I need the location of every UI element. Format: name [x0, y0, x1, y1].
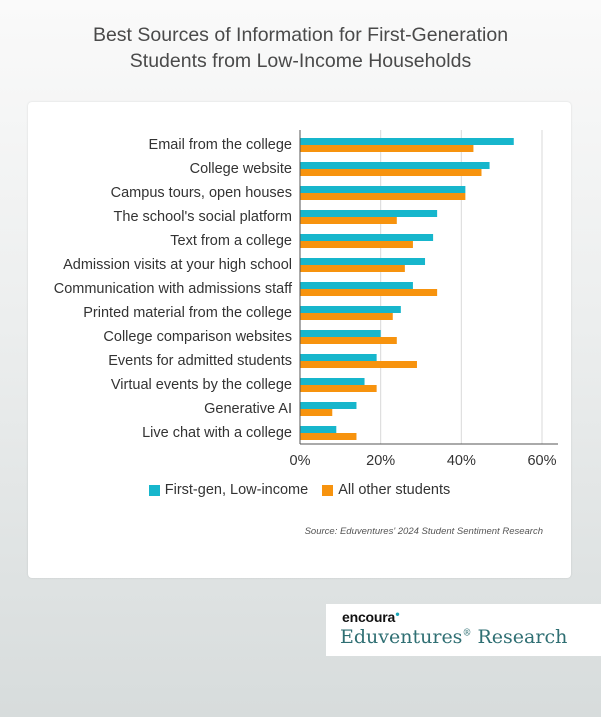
bar-all-other-10 [300, 385, 377, 392]
bar-first-gen-7 [300, 306, 401, 313]
bar-first-gen-10 [300, 378, 365, 385]
x-tick-label-3: 60% [527, 453, 556, 469]
legend-item-first-gen: First-gen, Low-income [148, 482, 309, 498]
category-label-0: Email from the college [149, 137, 292, 153]
encoura-logo: encoura● [342, 609, 400, 625]
bar-chart: Email from the college College website Cam… [54, 130, 558, 469]
bar-first-gen-3 [300, 210, 438, 217]
legend-label-all-other: All other students [338, 482, 451, 498]
category-label-3: The school's social platform [114, 209, 292, 225]
bar-all-other-6 [300, 289, 438, 296]
bar-first-gen-0 [300, 138, 514, 145]
bar-first-gen-12 [300, 426, 337, 433]
bar-first-gen-11 [300, 402, 357, 409]
bar-all-other-1 [300, 169, 482, 176]
bar-all-other-2 [300, 193, 466, 200]
logo-name-text: Eduventures [340, 626, 463, 648]
chart-card: Email from the college College website Cam… [28, 102, 571, 578]
bar-all-other-5 [300, 265, 405, 272]
bar-all-other-4 [300, 241, 413, 248]
bar-first-gen-1 [300, 162, 490, 169]
chart-title-line-2: Students from Low-Income Households [129, 50, 472, 72]
logo-wordmark: Eduventures® Research [340, 626, 567, 648]
chart-title: Best Sources of Information for First-Ge… [0, 22, 601, 74]
x-tick-label-1: 20% [366, 453, 395, 469]
category-label-2: Campus tours, open houses [111, 185, 292, 201]
registered-mark-icon: ® [462, 628, 472, 639]
category-label-10: Virtual events by the college [111, 377, 292, 393]
category-label-4: Text from a college [170, 233, 292, 249]
bar-first-gen-8 [300, 330, 381, 337]
bar-all-other-11 [300, 409, 333, 416]
category-label-5: Admission visits at your high school [63, 257, 292, 273]
legend: First-gen, Low-income All other students [28, 482, 571, 498]
legend-item-all-other: All other students [322, 482, 450, 498]
bar-first-gen-2 [300, 186, 466, 193]
chart-title-line-1: Best Sources of Information for First-Ge… [92, 24, 509, 46]
legend-swatch-all-other [322, 484, 334, 496]
bar-all-other-3 [300, 217, 397, 224]
category-label-7: Printed material from the college [83, 305, 292, 321]
logo-brand-text: encoura [342, 609, 396, 625]
bar-all-other-0 [300, 145, 474, 152]
bar-first-gen-4 [300, 234, 434, 241]
bar-all-other-7 [300, 313, 393, 320]
logo-suffix-text: Research [477, 626, 568, 648]
bar-first-gen-6 [300, 282, 413, 289]
category-label-1: College website [190, 161, 292, 177]
bar-all-other-12 [300, 433, 357, 440]
category-label-6: Communication with admissions staff [54, 281, 293, 297]
bar-first-gen-5 [300, 258, 426, 265]
bar-first-gen-9 [300, 354, 377, 361]
legend-label-first-gen: First-gen, Low-income [164, 482, 309, 498]
logo-dot-icon: ● [395, 609, 400, 619]
legend-swatch-first-gen [148, 484, 160, 496]
x-tick-label-0: 0% [290, 453, 311, 469]
eduventures-logo: encoura● Eduventures® Research [326, 604, 601, 656]
category-label-11: Generative AI [204, 401, 292, 417]
source-note: Source: Eduventures' 2024 Student Sentim… [304, 526, 543, 537]
x-tick-label-2: 40% [447, 453, 476, 469]
category-label-12: Live chat with a college [142, 425, 292, 441]
category-label-8: College comparison websites [103, 329, 292, 345]
bar-all-other-9 [300, 361, 417, 368]
bar-all-other-8 [300, 337, 397, 344]
category-label-9: Events for admitted students [108, 353, 292, 369]
